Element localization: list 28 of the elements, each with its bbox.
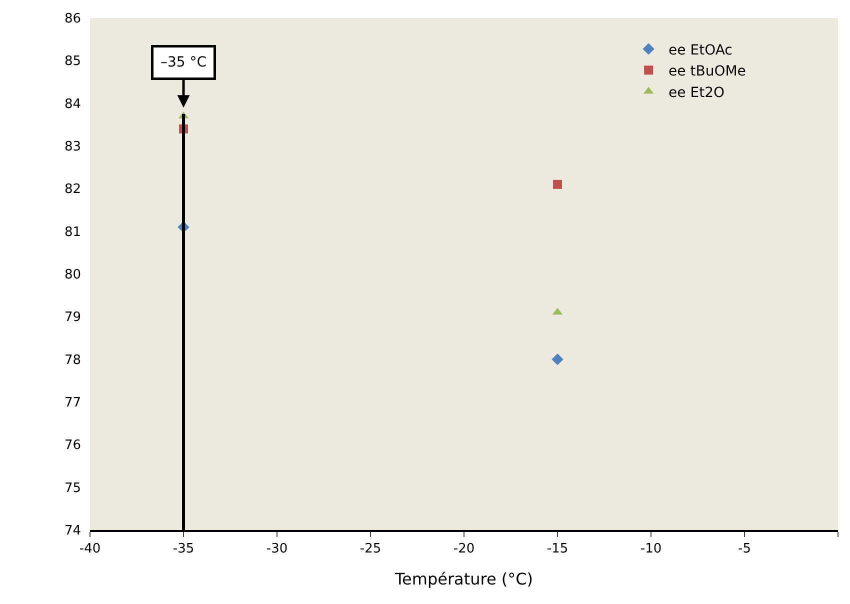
x-axis-title: Température (°C) — [394, 570, 534, 589]
y-tick-label: 80 — [64, 268, 81, 283]
y-tick-label: 75 — [64, 480, 81, 496]
ref-line-label: –35 °C — [160, 54, 207, 70]
point — [553, 180, 562, 189]
y-tick-label: 83 — [64, 140, 81, 155]
y-tick-label: 76 — [64, 438, 81, 454]
x-tick-label: -35 — [172, 541, 194, 556]
point — [552, 353, 564, 366]
y-tick-label: 74 — [64, 524, 81, 539]
x-tick-label: -20 — [453, 541, 475, 556]
y-tick-label: 86 — [64, 12, 81, 27]
legend-label: ee tBuOMe — [668, 64, 746, 80]
y-tick-label: 82 — [64, 182, 81, 198]
x-tick-label: -10 — [640, 541, 662, 556]
y-tick-label: 81 — [64, 224, 81, 240]
x-tick-label: -40 — [79, 541, 101, 556]
legend-label: ee Et2O — [668, 84, 725, 101]
y-tick-label: 85 — [64, 54, 81, 70]
y-tick-label: 84 — [64, 96, 81, 112]
x-tick-label: -30 — [266, 541, 288, 556]
x-tick-label: -15 — [546, 541, 568, 556]
legend-label: ee EtOAc — [668, 42, 732, 58]
x-tick-label: -5 — [738, 541, 751, 556]
y-tick-label: 77 — [64, 396, 81, 411]
y-tick-label: 78 — [64, 352, 81, 368]
x-tick-label: -25 — [360, 541, 382, 556]
y-tick-label: 79 — [64, 310, 81, 326]
